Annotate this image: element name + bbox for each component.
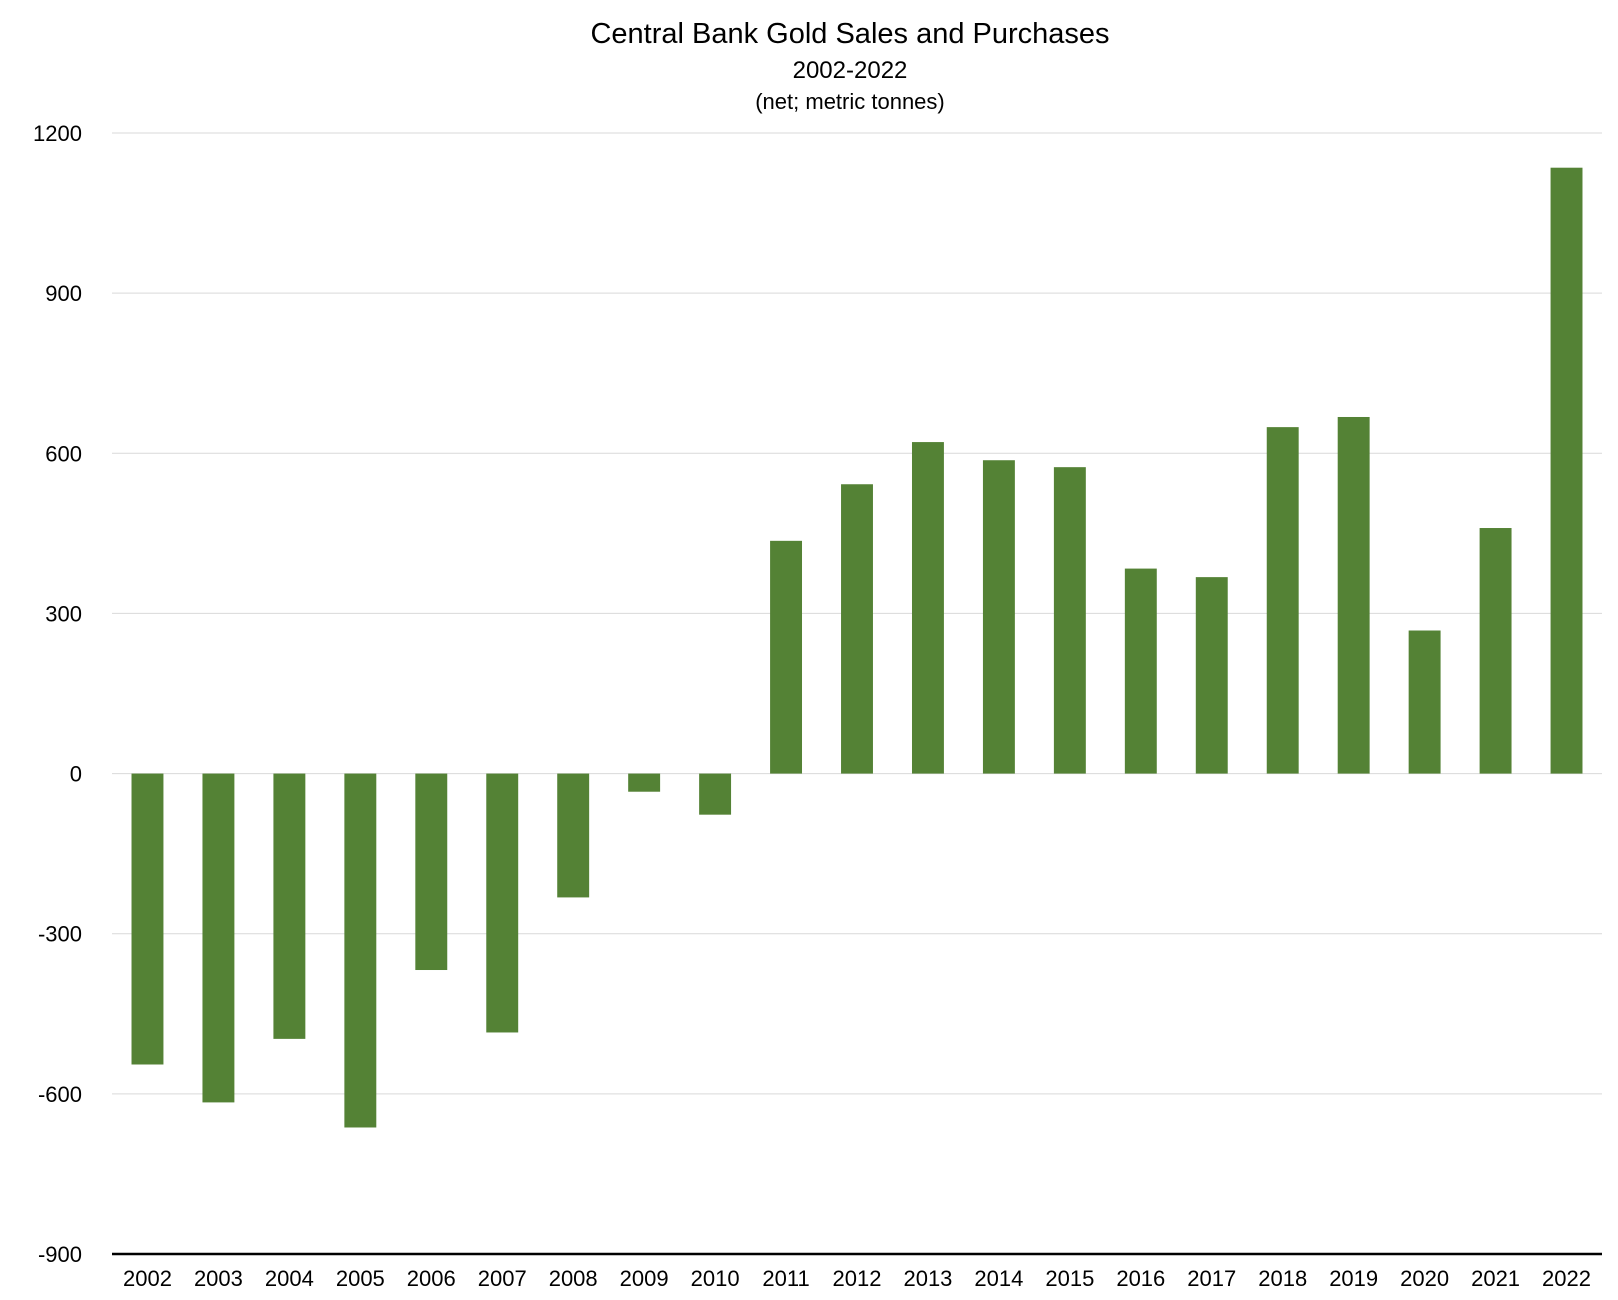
x-tick-label: 2011 xyxy=(762,1266,809,1291)
bar-2005 xyxy=(344,773,377,1128)
chart-title-block: Central Bank Gold Sales and Purchases 20… xyxy=(0,18,1618,114)
bar-2019 xyxy=(1337,416,1370,774)
y-tick-label: 1200 xyxy=(33,121,82,146)
x-tick-label: 2004 xyxy=(265,1266,314,1291)
bar-2013 xyxy=(911,442,944,774)
y-tick-label: -600 xyxy=(38,1082,82,1107)
bar-2008 xyxy=(557,773,590,898)
y-tick-label: -900 xyxy=(38,1242,82,1267)
x-tick-label: 2009 xyxy=(620,1266,669,1291)
chart-title: Central Bank Gold Sales and Purchases xyxy=(590,18,1110,50)
chart-units-note: (net; metric tonnes) xyxy=(755,88,945,114)
bar-2021 xyxy=(1479,528,1512,774)
bar-2010 xyxy=(699,773,732,815)
chart-subtitle: 2002-2022 xyxy=(792,57,908,85)
bar-2006 xyxy=(415,773,448,971)
x-tick-label: 2018 xyxy=(1258,1266,1307,1291)
y-tick-label: 900 xyxy=(45,281,82,306)
x-tick-label: 2003 xyxy=(194,1266,243,1291)
bar-2016 xyxy=(1124,568,1157,774)
x-tick-label: 2007 xyxy=(478,1266,527,1291)
bars xyxy=(131,167,1583,1128)
x-tick-label: 2010 xyxy=(691,1266,740,1291)
bar-2015 xyxy=(1053,467,1086,774)
bar-2011 xyxy=(770,540,803,774)
bar-2007 xyxy=(486,773,519,1033)
x-tick-label: 2015 xyxy=(1045,1266,1094,1291)
y-tick-label: 600 xyxy=(45,441,82,466)
x-tick-label: 2008 xyxy=(549,1266,598,1291)
bar-2012 xyxy=(841,484,873,774)
bar-2004 xyxy=(273,773,306,1039)
y-tick-label: -300 xyxy=(38,922,82,947)
bar-2018 xyxy=(1266,427,1299,774)
bar-2009 xyxy=(628,773,661,792)
y-tick-label: 0 xyxy=(70,762,82,787)
bar-2017 xyxy=(1195,577,1228,774)
bar-2003 xyxy=(202,773,235,1103)
x-tick-label: 2020 xyxy=(1400,1266,1449,1291)
x-tick-label: 2014 xyxy=(974,1266,1023,1291)
x-tick-label: 2021 xyxy=(1471,1266,1520,1291)
bar-2020 xyxy=(1408,630,1441,774)
bar-2014 xyxy=(982,460,1015,774)
x-tick-label: 2019 xyxy=(1329,1266,1378,1291)
bar-2022 xyxy=(1550,167,1583,774)
x-tick-label: 2013 xyxy=(903,1266,952,1291)
x-tick-label: 2012 xyxy=(833,1266,882,1291)
x-tick-label: 2005 xyxy=(336,1266,385,1291)
x-tick-label: 2017 xyxy=(1187,1266,1236,1291)
y-tick-label: 300 xyxy=(45,601,82,626)
x-tick-label: 2022 xyxy=(1542,1266,1591,1291)
x-tick-label: 2016 xyxy=(1116,1266,1165,1291)
x-tick-label: 2006 xyxy=(407,1266,456,1291)
axes: 1200 900 600 300 0 -300 -600 -900 2002 2003 2004 20… xyxy=(33,121,1602,1291)
x-tick-label: 2002 xyxy=(123,1266,172,1291)
bar-2002 xyxy=(131,773,164,1065)
